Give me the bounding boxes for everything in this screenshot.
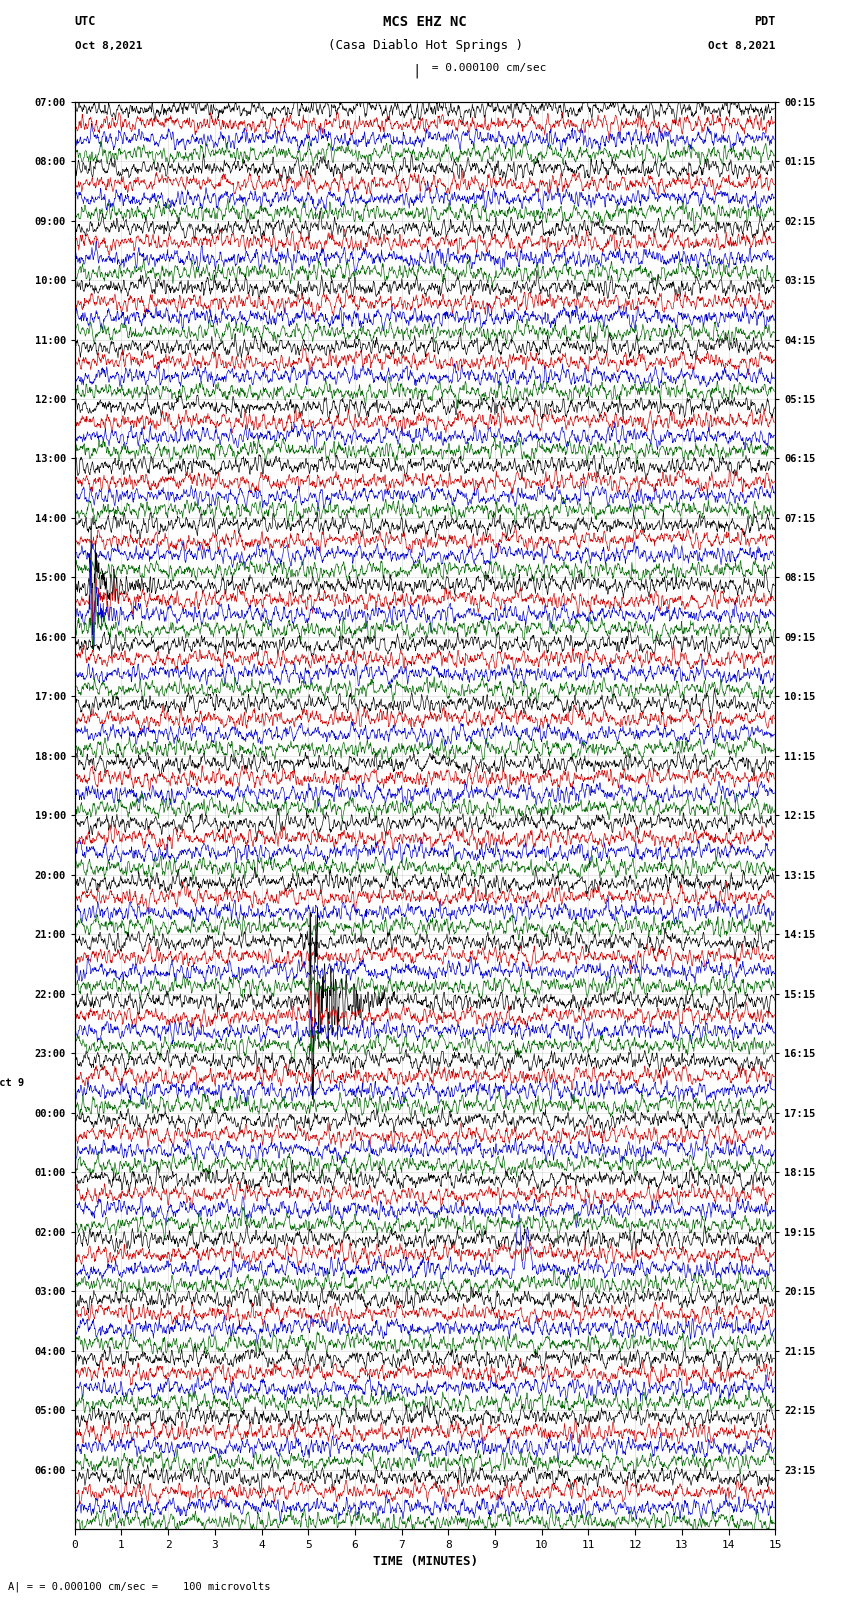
Text: UTC: UTC	[75, 15, 96, 29]
Text: (Casa Diablo Hot Springs ): (Casa Diablo Hot Springs )	[327, 39, 523, 52]
Text: |: |	[412, 63, 421, 77]
Text: Oct 8,2021: Oct 8,2021	[708, 40, 775, 50]
Text: Oct 8,2021: Oct 8,2021	[75, 40, 142, 50]
X-axis label: TIME (MINUTES): TIME (MINUTES)	[372, 1555, 478, 1568]
Text: A| = = 0.000100 cm/sec =    100 microvolts: A| = = 0.000100 cm/sec = 100 microvolts	[8, 1581, 271, 1592]
Text: Oct 9: Oct 9	[0, 1077, 25, 1089]
Text: = 0.000100 cm/sec: = 0.000100 cm/sec	[425, 63, 547, 73]
Text: MCS EHZ NC: MCS EHZ NC	[383, 15, 467, 29]
Text: PDT: PDT	[754, 15, 775, 29]
